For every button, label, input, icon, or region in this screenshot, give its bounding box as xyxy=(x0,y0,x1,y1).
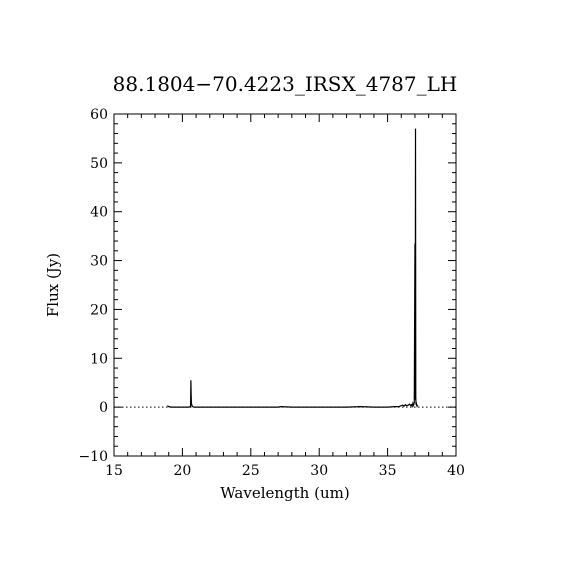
y-tick-label: 40 xyxy=(90,205,108,221)
chart-title: 88.1804−70.4223_IRSX_4787_LH xyxy=(113,72,458,96)
x-tick-label: 15 xyxy=(105,463,123,479)
x-tick-label: 35 xyxy=(379,463,397,479)
y-tick-label: 20 xyxy=(90,302,108,318)
x-tick-label: 20 xyxy=(173,463,191,479)
x-axis-label: Wavelength (um) xyxy=(220,484,349,502)
y-tick-label: 30 xyxy=(90,254,108,270)
tick-labels: 15 20 25 30 35 40 −10 0 10 20 30 40 50 60 xyxy=(78,107,464,479)
y-tick-label: 50 xyxy=(90,156,108,172)
x-tick-label: 30 xyxy=(310,463,328,479)
spectrum-line xyxy=(167,128,419,409)
y-tick-label: −10 xyxy=(78,449,108,465)
y-tick-label: 10 xyxy=(90,351,108,367)
plot-frame xyxy=(113,113,457,457)
x-tick-label: 25 xyxy=(242,463,260,479)
y-tick-label: 0 xyxy=(99,400,108,416)
y-axis-label: Flux (Jy) xyxy=(44,253,62,317)
x-tick-label: 40 xyxy=(447,463,465,479)
y-tick-label: 60 xyxy=(90,107,108,123)
